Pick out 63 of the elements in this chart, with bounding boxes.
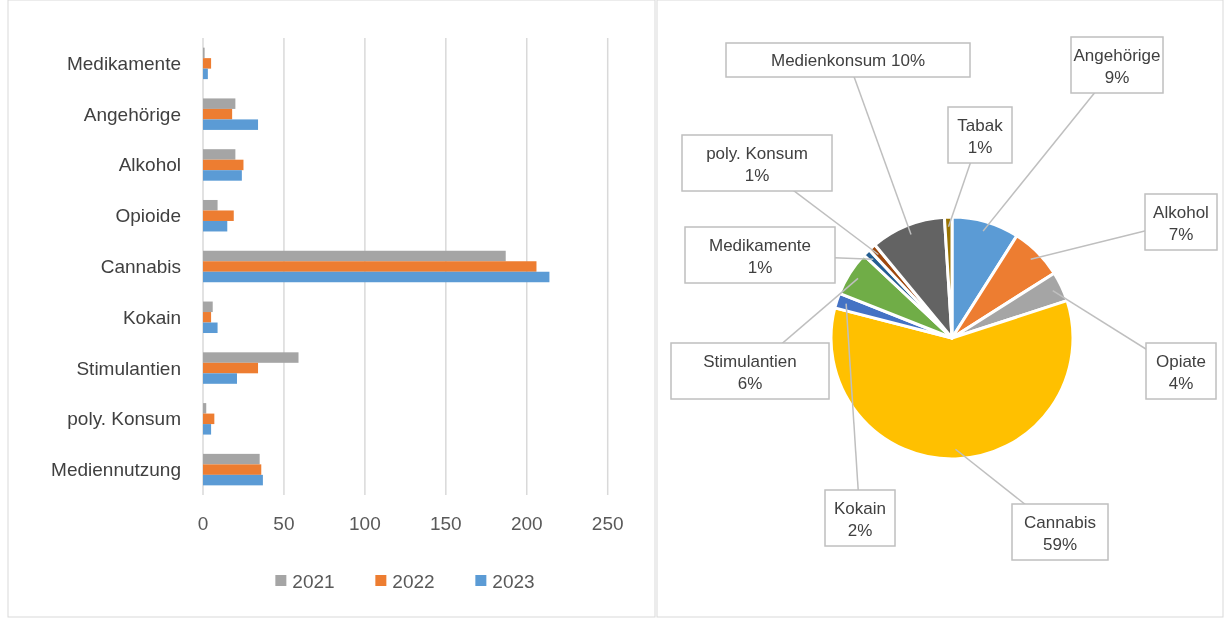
data-label: 2% (847, 521, 873, 540)
data-label: 9% (1104, 68, 1130, 87)
x-tick-label: 250 (591, 513, 624, 534)
bar (203, 58, 212, 69)
data-label: 6% (737, 374, 763, 393)
slice-label: Medienkonsum 10% (770, 50, 926, 70)
legend-label: 2022 (392, 570, 435, 592)
bar (203, 424, 212, 435)
bar (203, 301, 213, 313)
x-tick-label: 100 (349, 513, 381, 534)
bar (203, 170, 242, 181)
bar (203, 413, 215, 425)
bar (203, 322, 218, 334)
bar (203, 373, 237, 384)
bar (203, 220, 228, 232)
data-label: 1% (744, 166, 770, 185)
bar (203, 199, 218, 211)
bar (203, 98, 236, 109)
y-tick-label: Medikamente (66, 52, 181, 74)
y-tick-label: Mediennutzung (51, 459, 181, 481)
slice-label: Opiate (1155, 352, 1207, 371)
y-tick-label: poly. Konsum (67, 408, 181, 430)
legend-label: 2023 (492, 570, 535, 592)
slice-label: Cannabis (1024, 513, 1096, 532)
x-tick-label: 200 (510, 513, 543, 534)
bar (203, 352, 299, 363)
slice-label: Angehörige (1073, 46, 1161, 65)
data-label: 59% (1042, 535, 1078, 554)
bar (203, 159, 244, 171)
legend-label: 2021 (292, 570, 335, 592)
x-tick-label: 50 (273, 513, 295, 534)
bar (203, 403, 207, 414)
y-tick-label: Kokain (122, 306, 181, 328)
bar (203, 261, 537, 272)
bar (203, 210, 234, 221)
data-label: 1% (967, 138, 993, 157)
bar (203, 271, 550, 283)
slice-label: Stimulantien (703, 352, 797, 371)
bar (203, 68, 208, 80)
bar (203, 362, 259, 374)
slice-label: poly. Konsum (706, 144, 808, 163)
bar (203, 474, 263, 486)
slice-label: Alkohol (1153, 203, 1209, 222)
bar (203, 119, 259, 130)
bar (203, 312, 212, 323)
x-tick-label: 150 (429, 513, 462, 534)
slice-label: Kokain (834, 499, 886, 518)
x-tick-label: 0 (197, 513, 209, 534)
y-tick-label: Cannabis (100, 256, 181, 277)
bar (203, 149, 236, 160)
bar (203, 453, 260, 465)
y-tick-label: Angehörige (83, 103, 181, 125)
data-label: 1% (747, 258, 773, 277)
bar (203, 250, 506, 262)
y-tick-label: Stimulantien (76, 357, 181, 379)
bar (203, 464, 262, 475)
slice-label: Tabak (957, 116, 1004, 135)
bar (203, 108, 233, 120)
slice-label: Medikamente (708, 236, 812, 255)
data-label: 4% (1168, 374, 1194, 393)
y-tick-label: Opioide (115, 205, 181, 227)
y-tick-label: Alkohol (118, 154, 181, 176)
data-label: 7% (1168, 225, 1194, 244)
